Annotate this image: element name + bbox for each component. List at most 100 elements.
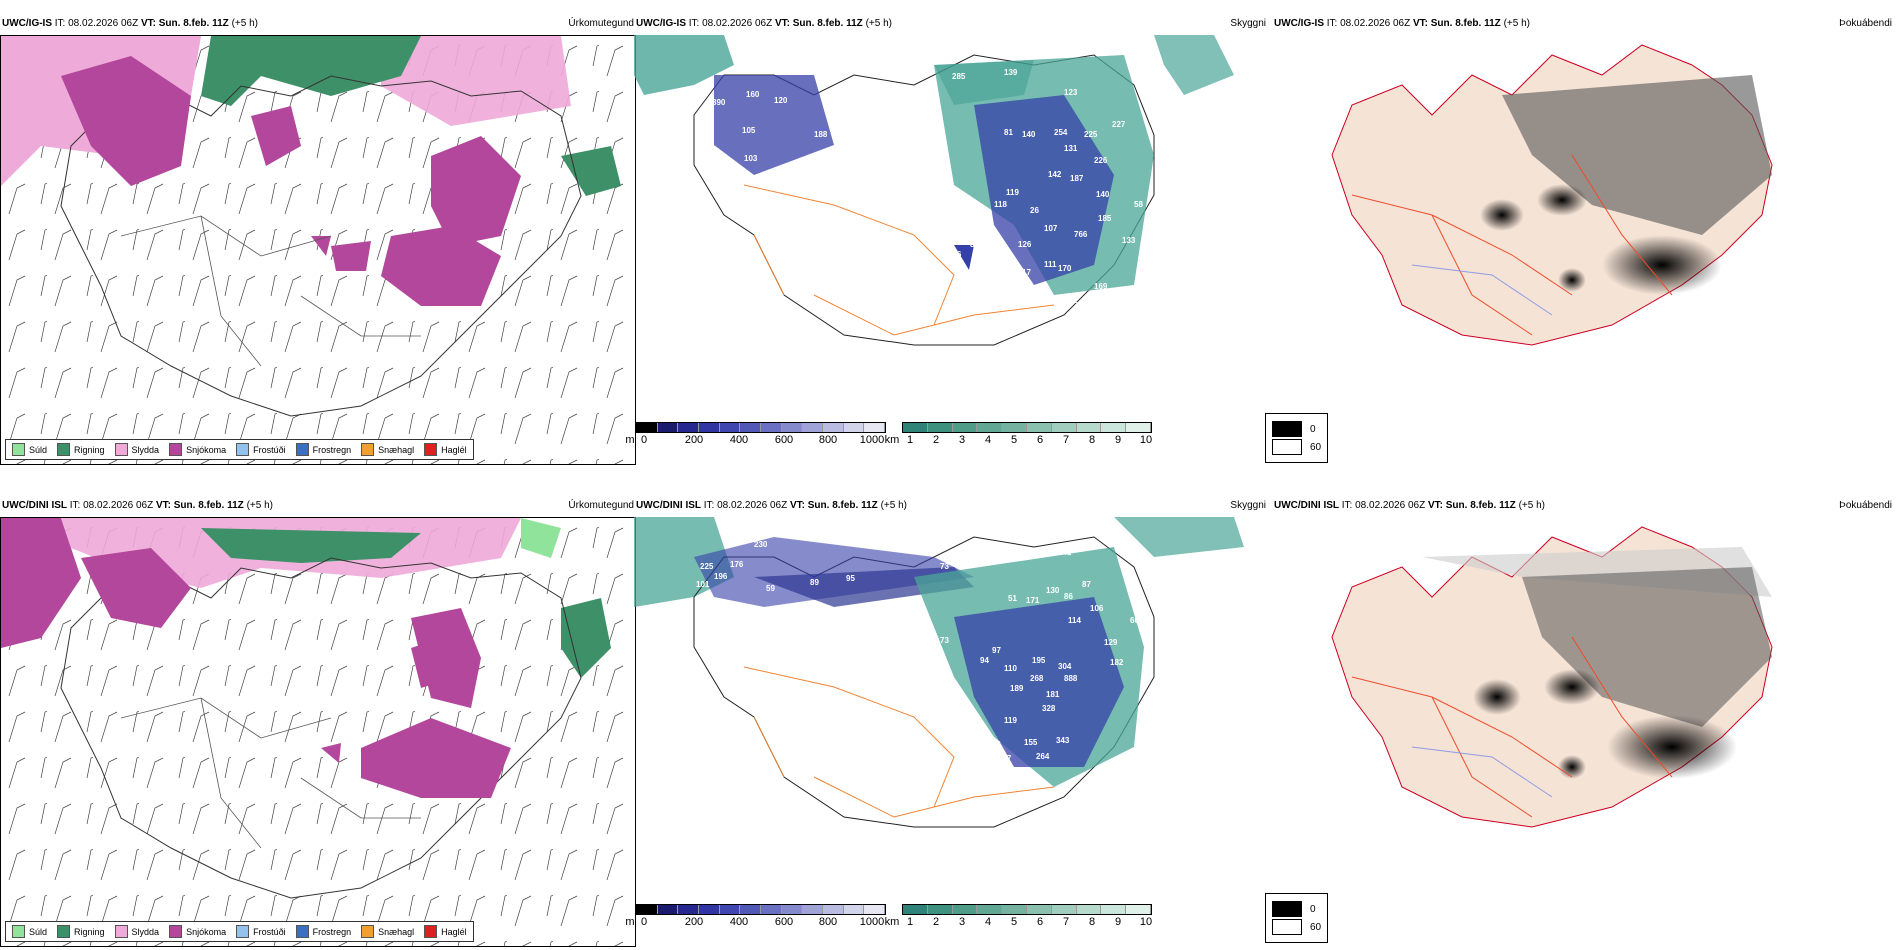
panel-header: UWC/IG-IS IT: 08.02.2026 06Z VT: Sun. 8.… [1274, 18, 1530, 29]
legend-item: Súld [12, 925, 47, 938]
snow-swatch [169, 925, 183, 938]
svg-text:81: 81 [1004, 128, 1013, 137]
svg-text:225: 225 [1084, 130, 1098, 139]
legend-item: Haglél [424, 443, 467, 456]
hail-swatch [424, 925, 438, 938]
freezing-drizzle-swatch [236, 443, 250, 456]
svg-text:138: 138 [904, 242, 918, 251]
svg-text:211: 211 [844, 150, 857, 159]
panel-header: UWC/IG-IS IT: 08.02.2026 06Z VT: Sun. 8.… [2, 18, 258, 29]
height-colorbar: m 0 200 400 600 800 1000 [625, 904, 886, 929]
legend-item: Slydda [114, 443, 159, 456]
svg-text:118: 118 [994, 200, 1007, 209]
svg-text:254: 254 [1054, 128, 1068, 137]
svg-text:103: 103 [744, 154, 758, 163]
svg-text:106: 106 [1090, 604, 1104, 613]
svg-text:94: 94 [980, 656, 989, 665]
map-precip-top: Súld Rigning Slydda Snjókoma Frostúði Fr… [0, 35, 636, 465]
svg-text:890: 890 [712, 98, 726, 107]
svg-text:133: 133 [1122, 236, 1136, 245]
legend-item: Frostúði [236, 925, 286, 938]
svg-text:195: 195 [1032, 656, 1046, 665]
svg-text:95: 95 [846, 574, 855, 583]
svg-text:187: 187 [1070, 174, 1084, 183]
visibility-colorbar-bar [902, 904, 1152, 915]
fog-swatch-dark [1272, 901, 1302, 917]
height-colorbar-bar [636, 422, 886, 433]
svg-text:131: 131 [1064, 144, 1078, 153]
snow-pellets-swatch [361, 925, 375, 938]
drizzle-swatch [12, 443, 25, 456]
svg-text:130: 130 [1046, 586, 1060, 595]
height-colorbar-ticks: m 0 200 400 600 800 1000 [625, 434, 885, 446]
svg-text:227: 227 [1112, 120, 1126, 129]
map-cloud-top: 890 160 120 285 139 123 105 103 226 140 … [634, 35, 1274, 445]
rain-swatch [57, 925, 71, 938]
visibility-colorbar: km 1 2 3 4 5 6 7 8 9 10 [885, 904, 1152, 929]
svg-text:73: 73 [940, 562, 949, 571]
svg-text:105: 105 [742, 126, 756, 135]
panel-fog-bottom: UWC/DINI ISL IT: 08.02.2026 06Z VT: Sun.… [1272, 492, 1900, 947]
precip-legend: Súld Rigning Slydda Snjókoma Frostúði Fr… [5, 921, 474, 942]
svg-text:119: 119 [1004, 716, 1017, 725]
legend-item: Rigning [57, 925, 105, 938]
panel-header: UWC/DINI ISL IT: 08.02.2026 06Z VT: Sun.… [1274, 500, 1545, 511]
cloud-values-bottom: 230 225 176 196 101 59 89 95 73 68 141 8… [696, 540, 1139, 763]
svg-text:140: 140 [1096, 190, 1110, 199]
svg-text:58: 58 [1134, 200, 1143, 209]
panel-cloud-bottom: UWC/DINI ISL IT: 08.02.2026 06Z VT: Sun.… [625, 492, 1274, 947]
fog-legend-top: 0 60 [1265, 413, 1329, 463]
svg-text:73: 73 [940, 636, 949, 645]
panel-header: UWC/IG-IS IT: 08.02.2026 06Z VT: Sun. 8.… [636, 18, 892, 29]
sleet-swatch [114, 925, 128, 938]
svg-text:101: 101 [696, 580, 710, 589]
legend-item: Snjókoma [169, 443, 226, 456]
svg-text:888: 888 [1064, 674, 1078, 683]
svg-text:86: 86 [1064, 592, 1073, 601]
svg-text:171: 171 [1026, 596, 1040, 605]
svg-text:264: 264 [1036, 752, 1050, 761]
svg-text:185: 185 [1098, 214, 1112, 223]
height-colorbar-bar [636, 904, 886, 915]
svg-text:123: 123 [1064, 88, 1078, 97]
visibility-colorbar: km 1 2 3 4 5 6 7 8 9 10 [885, 422, 1152, 447]
svg-text:26: 26 [1030, 206, 1039, 215]
svg-text:102: 102 [994, 254, 1008, 263]
svg-text:176: 176 [730, 560, 744, 569]
panel-precip-top: UWC/IG-IS IT: 08.02.2026 06Z VT: Sun. 8.… [0, 10, 640, 465]
map-fog-top [1272, 35, 1900, 445]
field-name: Úrkomutegund [568, 500, 634, 511]
svg-text:225: 225 [700, 562, 714, 571]
freezing-rain-swatch [295, 925, 309, 938]
legend-item: Snæhagl [361, 925, 414, 938]
svg-text:89: 89 [810, 578, 819, 587]
fog-swatch-light [1272, 439, 1302, 455]
svg-text:88: 88 [950, 724, 959, 733]
svg-text:106: 106 [948, 250, 962, 259]
svg-text:129: 129 [1104, 638, 1118, 647]
svg-text:117: 117 [1018, 268, 1031, 277]
field-name: Skyggni [1230, 500, 1266, 511]
legend-item: Frostregn [295, 925, 351, 938]
snow-swatch [169, 443, 183, 456]
hail-swatch [424, 443, 438, 456]
svg-text:120: 120 [774, 96, 788, 105]
legend-item: Snæhagl [361, 443, 414, 456]
svg-text:139: 139 [1004, 68, 1018, 77]
svg-text:169: 169 [1094, 282, 1108, 291]
freezing-drizzle-swatch [236, 925, 250, 938]
svg-text:140: 140 [1022, 130, 1036, 139]
svg-text:181: 181 [1046, 690, 1060, 699]
legend-item: Slydda [114, 925, 159, 938]
svg-text:87: 87 [1082, 580, 1091, 589]
svg-text:182: 182 [1110, 658, 1124, 667]
svg-text:88: 88 [970, 240, 979, 249]
visibility-colorbar-bar [902, 422, 1152, 433]
svg-text:91: 91 [900, 722, 909, 731]
svg-text:304: 304 [1058, 662, 1072, 671]
legend-item: Snjókoma [169, 925, 226, 938]
legend-item: Frostregn [295, 443, 351, 456]
svg-text:155: 155 [1024, 738, 1038, 747]
panel-header: UWC/DINI ISL IT: 08.02.2026 06Z VT: Sun.… [2, 500, 273, 511]
panel-fog-top: UWC/IG-IS IT: 08.02.2026 06Z VT: Sun. 8.… [1272, 10, 1900, 465]
